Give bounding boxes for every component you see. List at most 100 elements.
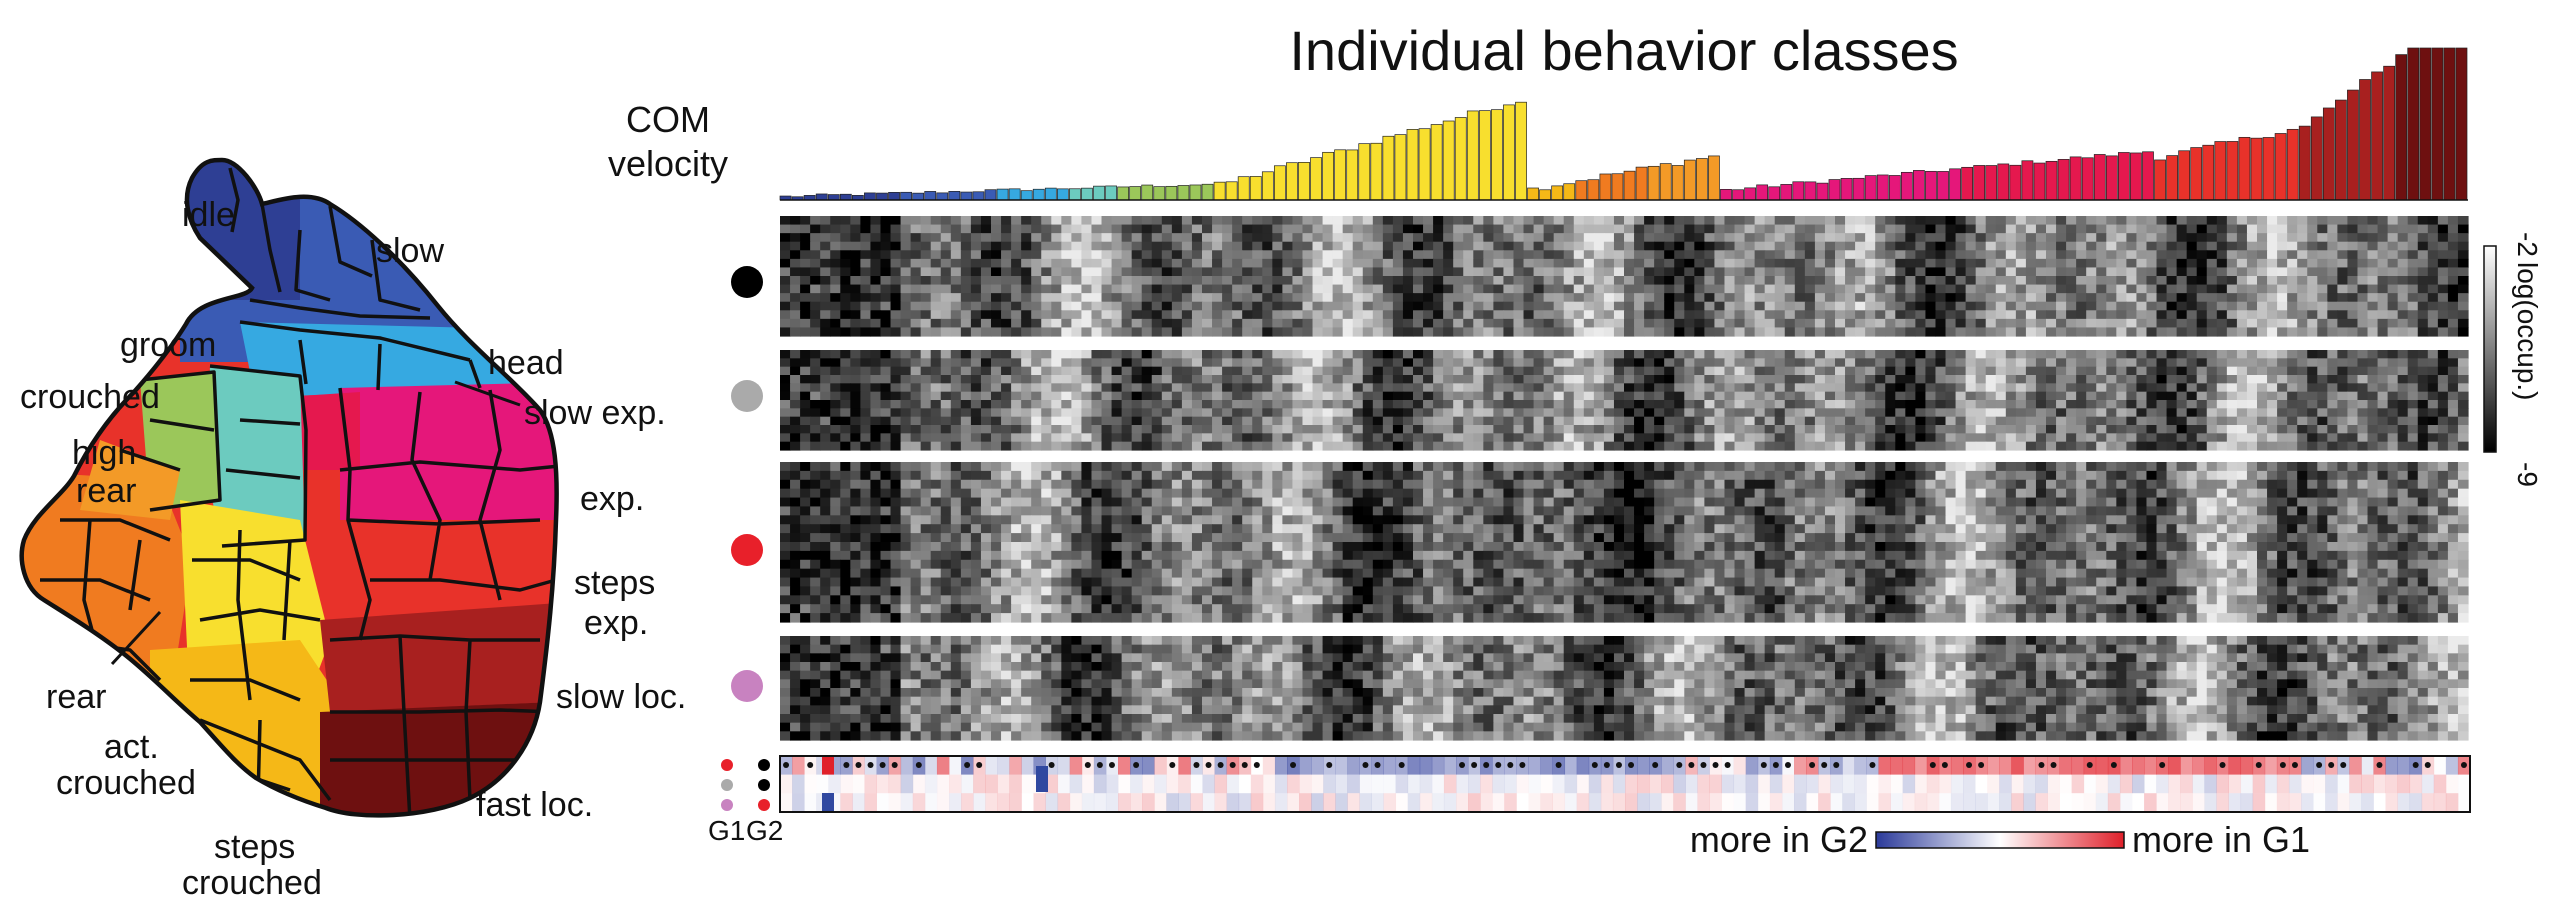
heatmap-cell [1453,417,1464,426]
heatmap-cell [2388,392,2399,401]
heatmap-cell [1122,471,1133,480]
heatmap-cell [2438,250,2449,259]
heatmap-cell [1172,327,1183,336]
heatmap-cell [800,471,811,480]
heatmap-cell [1614,293,1625,302]
heatmap-cell [780,417,791,426]
heatmap-cell [2197,408,2208,417]
heatmap-cell [2056,442,2067,451]
heatmap-cell [1061,417,1072,426]
heatmap-cell [1574,408,1585,417]
heatmap-cell [1061,367,1072,376]
heatmap-cell [1373,327,1384,336]
heatmap-cell [1353,400,1364,409]
velocity-bar [1733,190,1744,200]
heatmap-cell [1755,392,1766,401]
heatmap-cell [1704,242,1715,251]
heatmap-cell [1172,250,1183,259]
heatmap-cell [870,367,881,376]
heatmap-cell [2136,293,2147,302]
heatmap-cell [1855,276,1866,285]
heatmap-cell [800,302,811,311]
heatmap-cell [2247,367,2258,376]
heatmap-cell [1363,425,1374,434]
velocity-bar [2311,117,2322,200]
heatmap-cell [2046,358,2057,367]
heatmap-cell [2418,462,2429,471]
heatmap-cell [1554,327,1565,336]
heatmap-cell [1724,250,1735,259]
heatmap-cell [2106,425,2117,434]
heatmap-cell [2227,350,2238,359]
velocity-bar [2118,152,2129,200]
heatmap-cell [2026,327,2037,336]
heatmap-cell [1323,242,1334,251]
heatmap-cell [1634,250,1645,259]
heatmap-cell [931,319,942,328]
heatmap-cell [1614,375,1625,384]
heatmap-cell [1493,350,1504,359]
heatmap-cell [1976,417,1987,426]
heatmap-cell [2046,392,2057,401]
heatmap-cell [1795,408,1806,417]
heatmap-cell [1091,276,1102,285]
heatmap-cell [1815,480,1826,489]
heatmap-cell [1765,392,1776,401]
heatmap-cell [1383,216,1394,225]
heatmap-cell [1051,480,1062,489]
heatmap-cell [2187,383,2198,392]
heatmap-cell [1634,319,1645,328]
heatmap-cell [1935,216,1946,225]
heatmap-cell [1935,367,1946,376]
heatmap-cell [1453,276,1464,285]
heatmap-cell [1895,433,1906,442]
heatmap-cell [2337,417,2348,426]
heatmap-cell [2177,327,2188,336]
heatmap-cell [1393,433,1404,442]
heatmap-cell [1584,375,1595,384]
heatmap-cell [830,276,841,285]
heatmap-cell [1594,425,1605,434]
heatmap-cell [2146,327,2157,336]
heatmap-cell [2116,293,2127,302]
heatmap-cell [1534,433,1545,442]
heatmap-cell [1785,400,1796,409]
heatmap-cell [1735,383,1746,392]
heatmap-cell [2448,250,2459,259]
heatmap-cell [1654,250,1665,259]
heatmap-cell [1604,408,1615,417]
heatmap-cell [2347,302,2358,311]
heatmap-cell [961,408,972,417]
heatmap-cell [2086,293,2097,302]
heatmap-cell [1915,319,1926,328]
heatmap-cell [1333,216,1344,225]
heatmap-cell [2257,425,2268,434]
heatmap-cell [1915,433,1926,442]
heatmap-cell [1895,442,1906,451]
heatmap-cell [1061,327,1072,336]
heatmap-cell [2006,259,2017,268]
velocity-bar [1564,184,1575,200]
heatmap-cell [1513,225,1524,234]
heatmap-cell [1604,383,1615,392]
heatmap-cell [2177,367,2188,376]
heatmap-cell [1534,462,1545,471]
heatmap-cell [1584,471,1595,480]
heatmap-cell [2267,471,2278,480]
heatmap-cell [1081,358,1092,367]
heatmap-cell [1574,319,1585,328]
heatmap-cell [1895,259,1906,268]
heatmap-cell [2146,417,2157,426]
heatmap-cell [1102,327,1113,336]
heatmap-cell [2368,383,2379,392]
heatmap-cell [1835,327,1846,336]
heatmap-cell [1071,216,1082,225]
heatmap-cell [2398,358,2409,367]
heatmap-cell [2197,293,2208,302]
heatmap-cell [1051,367,1062,376]
heatmap-cell [2438,233,2449,242]
heatmap-cell [2297,285,2308,294]
heatmap-cell [1795,302,1806,311]
heatmap-cell [1594,462,1605,471]
heatmap-cell [1443,293,1454,302]
